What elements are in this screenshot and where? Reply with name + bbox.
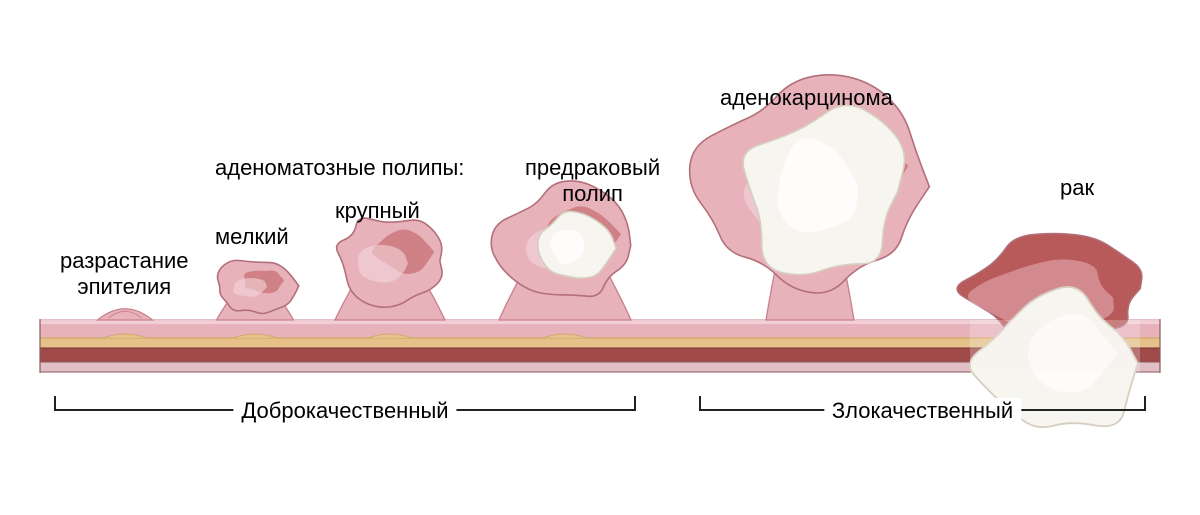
stage-adenoma-large	[335, 218, 445, 320]
label-epithelial-growth: разрастание эпителия	[60, 248, 189, 301]
label-adenoma-large: крупный	[335, 198, 420, 224]
stage-adenoma-small	[217, 260, 299, 320]
label-adenoma-header: аденоматозные полипы:	[215, 155, 464, 181]
bracket-label-benign: Доброкачественный	[233, 398, 456, 424]
label-adenocarcinoma: аденокарцинома	[720, 85, 893, 111]
label-cancer: рак	[1060, 175, 1094, 201]
stage-epithelial-growth	[98, 309, 153, 320]
bracket-label-malignant: Злокачественный	[824, 398, 1021, 424]
label-adenoma-small: мелкий	[215, 224, 289, 250]
stage-adenocarcinoma	[690, 75, 930, 320]
diagram-canvas: разрастание эпителия аденоматозные полип…	[0, 0, 1200, 515]
label-precancer-polyp: предраковый полип	[525, 155, 660, 208]
